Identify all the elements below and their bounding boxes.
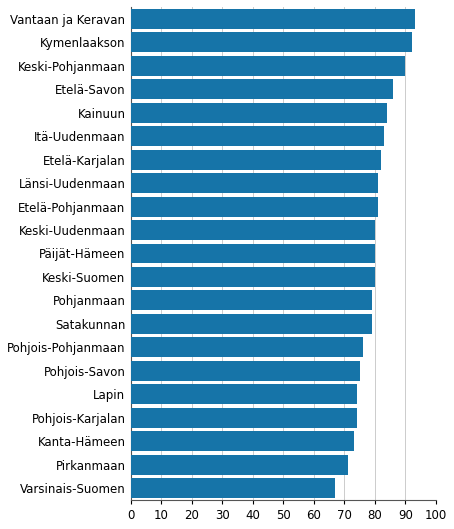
Bar bbox=[131, 32, 411, 52]
Bar bbox=[131, 197, 378, 216]
Bar bbox=[131, 267, 375, 287]
Bar bbox=[131, 385, 357, 404]
Bar bbox=[131, 173, 378, 193]
Bar bbox=[131, 338, 363, 358]
Bar bbox=[131, 455, 347, 475]
Bar bbox=[131, 220, 375, 240]
Bar bbox=[131, 361, 360, 381]
Bar bbox=[131, 314, 372, 334]
Bar bbox=[131, 56, 405, 76]
Bar bbox=[131, 150, 381, 170]
Bar bbox=[131, 243, 375, 263]
Bar bbox=[131, 126, 384, 146]
Bar bbox=[131, 79, 393, 99]
Bar bbox=[131, 8, 415, 29]
Bar bbox=[131, 290, 372, 311]
Bar bbox=[131, 478, 336, 498]
Bar bbox=[131, 431, 354, 451]
Bar bbox=[131, 103, 387, 123]
Bar bbox=[131, 408, 357, 428]
